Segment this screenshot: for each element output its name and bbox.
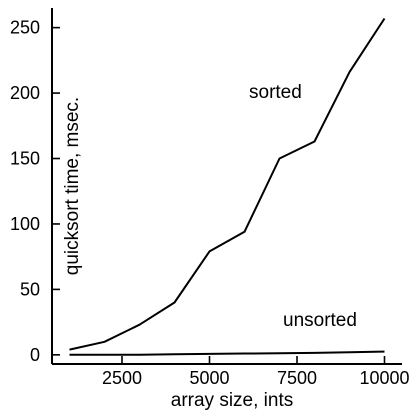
series-lines [69, 17, 386, 356]
axes [51, 8, 402, 365]
ticks: 0 50 100 150 200 250 2500 5000 7500 10000 [10, 18, 410, 388]
y-tick-label: 100 [10, 214, 40, 234]
x-tick-label: 2500 [102, 368, 142, 388]
labels: array size, ints quicksort time, msec. s… [62, 82, 357, 411]
y-tick-label: 0 [30, 345, 40, 365]
y-tick-label: 50 [20, 279, 40, 299]
series-line-unsorted [69, 350, 385, 356]
series-label-sorted: sorted [249, 82, 302, 103]
x-tick-label: 7500 [277, 368, 317, 388]
series-line-sorted [69, 17, 386, 351]
x-tick-label: 10000 [359, 368, 409, 388]
y-axis-label: quicksort time, msec. [62, 97, 83, 275]
y-tick-label: 200 [10, 83, 40, 103]
series-label-unsorted: unsorted [283, 310, 357, 331]
x-tick-label: 5000 [189, 368, 229, 388]
x-axis-label: array size, ints [171, 390, 293, 411]
y-tick-label: 150 [10, 149, 40, 169]
y-tick-label: 250 [10, 18, 40, 38]
